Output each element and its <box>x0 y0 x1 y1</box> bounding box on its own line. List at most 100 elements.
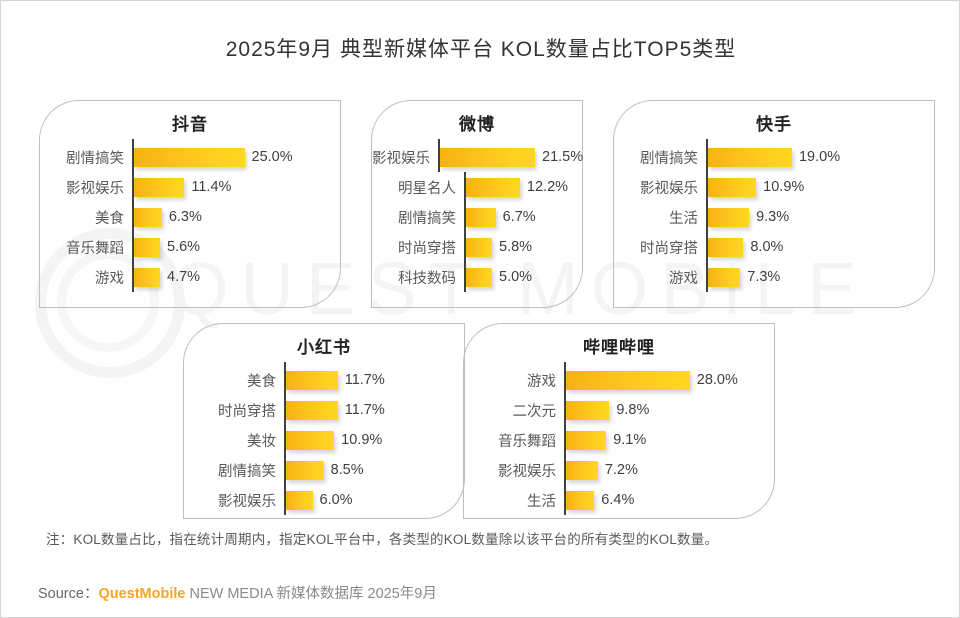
bar-track: 7.2% <box>564 455 774 485</box>
category-label: 游戏 <box>669 270 698 287</box>
value-label: 6.0% <box>319 492 353 508</box>
axis-line <box>464 172 466 202</box>
value-bar <box>286 400 338 420</box>
value-label: 7.3% <box>747 269 781 285</box>
value-bar <box>466 267 492 287</box>
bar-row: 生活 6.4% <box>464 485 774 515</box>
value-label: 9.1% <box>613 432 647 448</box>
axis-line <box>464 202 466 232</box>
platform-panel: 哔哩哔哩 游戏 28.0% 二次元 9.8% 音乐舞蹈 9.1% 影视娱乐 7.2% 生活 6.4% <box>463 323 775 519</box>
category-label: 生活 <box>669 210 698 227</box>
category-label: 剧情搞笑 <box>398 210 456 227</box>
bar-track: 10.9% <box>284 425 464 455</box>
value-bar <box>708 237 744 257</box>
bar-track: 6.7% <box>464 202 582 232</box>
bar-track: 21.5% <box>438 139 583 172</box>
axis-line <box>706 262 708 292</box>
bar-row: 生活 9.3% <box>614 202 934 232</box>
value-label: 6.7% <box>502 209 536 225</box>
category-label: 美食 <box>247 373 276 390</box>
bar-track: 12.2% <box>464 172 582 202</box>
bar-rows: 影视娱乐 21.5% 明星名人 12.2% 剧情搞笑 6.7% 时尚穿搭 5.8% 科技数码 5.… <box>372 139 583 295</box>
value-bar <box>566 490 595 510</box>
bar-rows: 剧情搞笑 25.0% 影视娱乐 11.4% 美食 6.3% 音乐舞蹈 5.6% 游戏 4.7% <box>40 139 340 295</box>
bar-row: 二次元 9.8% <box>464 395 774 425</box>
bar-row: 剧情搞笑 6.7% <box>372 202 582 232</box>
value-label: 10.9% <box>763 179 805 195</box>
value-label: 19.0% <box>798 149 841 165</box>
platform-panel: 快手剧情搞笑 19.0% 影视娱乐 10.9% 生活 9.3% 时尚穿搭 8.0% 游戏 7.3% <box>613 100 935 308</box>
bar-row: 科技数码 5.0% <box>372 262 582 292</box>
axis-line <box>706 139 708 172</box>
category-label: 影视娱乐 <box>498 463 556 480</box>
category-label: 影视娱乐 <box>640 180 698 197</box>
bar-track: 4.7% <box>132 262 340 292</box>
value-label: 28.0% <box>696 372 738 388</box>
bar-rows: 美食 11.7% 时尚穿搭 11.7% 美妆 10.9% 剧情搞笑 8.5% 影视娱乐 6.0% <box>184 362 464 518</box>
value-label: 7.2% <box>604 462 638 478</box>
bar-track: 8.0% <box>706 232 934 262</box>
category-label: 影视娱乐 <box>218 493 276 510</box>
platform-panel: 小红书 美食 11.7% 时尚穿搭 11.7% 美妆 10.9% 剧情搞笑 8.5% 影视娱乐 6.… <box>183 323 465 519</box>
bar-track: 8.5% <box>284 455 464 485</box>
axis-line <box>284 395 286 425</box>
bar-row: 美食 11.7% <box>184 362 464 395</box>
value-bar <box>566 430 607 450</box>
value-bar <box>286 430 335 450</box>
value-bar <box>134 237 160 257</box>
bar-row: 美妆 10.9% <box>184 425 464 455</box>
category-label: 美妆 <box>247 433 276 450</box>
bar-track: 11.7% <box>284 395 464 425</box>
panel-title: 快手 <box>756 115 792 134</box>
category-label: 明星名人 <box>398 180 456 197</box>
axis-line <box>132 262 134 292</box>
panel-title: 小红书 <box>297 338 351 357</box>
bar-row: 明星名人 12.2% <box>372 172 582 202</box>
value-bar <box>566 460 598 480</box>
axis-line <box>564 485 566 515</box>
bar-row: 时尚穿搭 11.7% <box>184 395 464 425</box>
footnote: 注：KOL数量占比，指在统计周期内，指定KOL平台中，各类型的KOL数量除以该平… <box>46 532 719 547</box>
bar-track: 19.0% <box>706 139 934 172</box>
value-bar <box>466 207 496 227</box>
axis-line <box>438 139 440 172</box>
value-label: 11.7% <box>344 372 385 388</box>
platform-panel: 抖音 剧情搞笑 25.0% 影视娱乐 11.4% 美食 6.3% 音乐舞蹈 5.6% 游戏 4.7% <box>39 100 341 308</box>
bar-row: 游戏 28.0% <box>464 362 774 395</box>
category-label: 影视娱乐 <box>66 180 124 197</box>
panel-title: 哔哩哔哩 <box>583 338 655 357</box>
value-bar <box>708 267 741 287</box>
value-label: 11.7% <box>344 402 385 418</box>
bar-track: 6.0% <box>284 485 464 515</box>
axis-line <box>284 485 286 515</box>
category-label: 科技数码 <box>398 270 456 287</box>
bar-row: 剧情搞笑 19.0% <box>614 139 934 172</box>
category-label: 时尚穿搭 <box>398 240 456 257</box>
category-label: 剧情搞笑 <box>66 150 124 167</box>
bar-track: 7.3% <box>706 262 934 292</box>
value-bar <box>708 207 750 227</box>
value-bar <box>286 460 324 480</box>
axis-line <box>464 232 466 262</box>
category-label: 音乐舞蹈 <box>66 240 124 257</box>
axis-line <box>284 362 286 395</box>
category-label: 生活 <box>527 493 556 510</box>
value-label: 8.0% <box>750 239 784 255</box>
axis-line <box>284 425 286 455</box>
category-label: 时尚穿搭 <box>640 240 698 257</box>
page-title: 2025年9月 典型新媒体平台 KOL数量占比TOP5类型 <box>225 38 737 61</box>
bar-row: 游戏 7.3% <box>614 262 934 292</box>
bar-track: 11.7% <box>284 362 464 395</box>
axis-line <box>564 362 566 395</box>
bar-row: 游戏 4.7% <box>40 262 340 292</box>
axis-line <box>706 202 708 232</box>
source-brand: QuestMobile <box>98 586 186 602</box>
axis-line <box>564 425 566 455</box>
axis-line <box>564 455 566 485</box>
value-label: 5.8% <box>499 239 533 255</box>
bar-track: 28.0% <box>564 362 774 395</box>
axis-line <box>284 455 286 485</box>
axis-line <box>132 202 134 232</box>
bar-row: 时尚穿搭 8.0% <box>614 232 934 262</box>
